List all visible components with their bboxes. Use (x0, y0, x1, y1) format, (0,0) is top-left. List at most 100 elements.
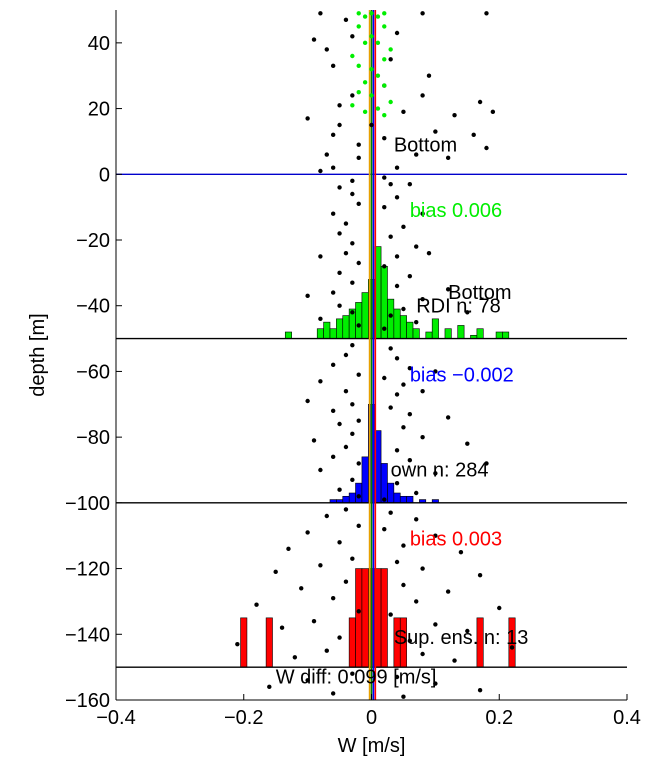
data-point (394, 283, 400, 289)
data-point (420, 388, 425, 394)
data-point (388, 47, 393, 52)
histogram-bar (406, 321, 414, 339)
histogram-bar (361, 292, 369, 339)
y-axis-label: depth [m] (27, 313, 49, 396)
y-tick-label: −60 (76, 361, 110, 383)
data-point (433, 533, 438, 538)
data-point (433, 129, 438, 134)
data-point (394, 356, 400, 361)
annotation-label: W diff: 0.099 [m/s] (276, 667, 437, 689)
data-point (330, 290, 336, 295)
data-point (318, 563, 323, 568)
data-point (407, 638, 413, 644)
data-point (350, 34, 355, 39)
data-point (305, 530, 310, 535)
data-point (330, 362, 336, 368)
data-point (375, 40, 381, 46)
data-point (324, 648, 329, 653)
data-point (382, 11, 387, 16)
x-tick-label: −0.2 (224, 707, 263, 729)
data-point (414, 490, 419, 496)
data-point (362, 109, 368, 115)
data-point (445, 415, 451, 420)
data-point (356, 142, 361, 147)
data-point (305, 398, 310, 404)
y-tick-label: 20 (88, 99, 110, 121)
data-point (305, 116, 310, 121)
data-point (350, 280, 355, 285)
data-point (356, 155, 361, 161)
data-point (350, 191, 355, 197)
data-point (279, 625, 285, 630)
data-point (369, 93, 374, 98)
data-point (318, 379, 323, 384)
data-point (497, 605, 502, 611)
annotation-label: bias −0.002 (410, 364, 514, 386)
x-tick-label: 0 (366, 707, 377, 729)
data-point (401, 306, 406, 312)
annotation-label: Sup. ens. n: 13 (394, 627, 529, 649)
data-point (388, 57, 393, 62)
data-point (362, 40, 368, 46)
data-point (356, 609, 361, 614)
data-point (350, 93, 355, 98)
histogram-bar (265, 617, 273, 668)
data-point (382, 204, 387, 210)
data-point (401, 382, 406, 387)
histogram-bar (393, 492, 401, 504)
data-point (337, 421, 342, 427)
data-point (484, 145, 489, 151)
data-point (324, 47, 329, 52)
data-point (388, 234, 393, 239)
data-point (452, 658, 457, 663)
histogram-bar (329, 328, 337, 339)
data-point (382, 135, 387, 141)
data-point (420, 11, 425, 16)
histogram-bar (355, 482, 363, 504)
data-point (350, 53, 355, 59)
data-point (299, 586, 304, 591)
data-point (445, 589, 451, 594)
data-point (465, 628, 470, 634)
histogram-bar (361, 456, 369, 504)
data-point (394, 254, 400, 259)
data-point (343, 579, 349, 584)
data-point (330, 408, 336, 414)
data-point (382, 175, 387, 180)
data-point (465, 441, 470, 446)
annotation-label: own n: 284 (391, 460, 489, 482)
x-tick-label: −0.4 (96, 707, 135, 729)
histogram-bar (476, 328, 484, 339)
data-point (394, 195, 400, 200)
data-point (420, 296, 425, 302)
data-point (414, 244, 419, 249)
histogram-bar (495, 331, 503, 339)
data-point (330, 63, 336, 69)
annotation-label: bias 0.003 (410, 529, 502, 551)
data-point (356, 494, 361, 499)
histogram-bar (240, 617, 248, 668)
data-point (477, 687, 483, 693)
data-point (382, 264, 387, 269)
data-point (356, 523, 361, 529)
data-point (330, 454, 336, 460)
data-point (350, 671, 355, 676)
y-tick-label: −20 (76, 230, 110, 252)
data-point (401, 543, 406, 548)
data-point (324, 152, 329, 157)
data-point (337, 487, 342, 492)
data-point (311, 37, 317, 42)
data-point (356, 89, 361, 95)
data-point (433, 369, 438, 374)
data-point (356, 260, 361, 266)
data-point (235, 641, 240, 647)
data-point (311, 438, 317, 443)
x-axis-label: W [m/s] (338, 735, 406, 757)
data-point (426, 73, 432, 78)
data-point (382, 326, 387, 331)
data-point (388, 99, 393, 105)
data-point (337, 103, 342, 108)
histogram-bar (348, 617, 356, 668)
histogram-bar (399, 495, 407, 504)
